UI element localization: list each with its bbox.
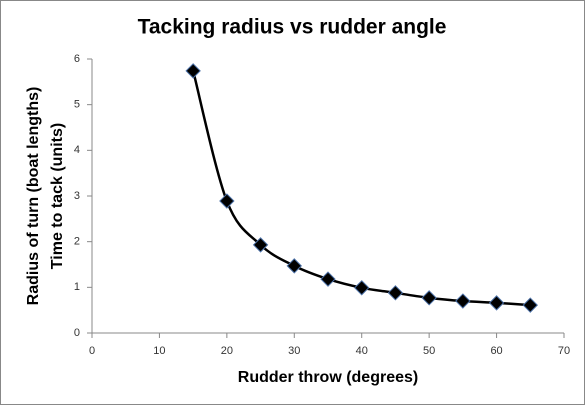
- y-tick-label: 1: [74, 281, 80, 293]
- data-point: [252, 237, 269, 253]
- data-point: [219, 193, 235, 209]
- data-point: [522, 297, 538, 313]
- y-tick-label: 4: [74, 144, 80, 156]
- data-point: [185, 63, 201, 79]
- data-point: [455, 293, 471, 309]
- y-tick-label: 3: [74, 190, 80, 202]
- data-point: [286, 258, 302, 274]
- data-point: [320, 271, 336, 287]
- y-tick-label: 2: [74, 236, 80, 248]
- y-tick-label: 6: [74, 53, 80, 65]
- x-tick-label: 20: [221, 345, 233, 357]
- data-point: [488, 295, 505, 311]
- data-point: [354, 280, 370, 296]
- x-tick-label: 70: [558, 345, 570, 357]
- data-point: [421, 290, 437, 306]
- chart-title: Tacking radius vs rudder angle: [138, 16, 447, 39]
- x-tick-label: 10: [153, 345, 165, 357]
- x-tick-label: 40: [356, 345, 368, 357]
- y-tick-label: 0: [74, 327, 80, 339]
- x-tick-label: 60: [490, 345, 502, 357]
- x-tick-label: 0: [89, 345, 95, 357]
- x-tick-label: 50: [423, 345, 435, 357]
- y-tick-label: 5: [74, 99, 80, 111]
- y-axis-label: Radius of turn (boat lengths): [25, 87, 42, 306]
- y-axis-label: Time to tack (units): [49, 123, 66, 269]
- data-point: [387, 285, 404, 301]
- x-axis-label: Rudder throw (degrees): [238, 369, 418, 386]
- x-tick-label: 30: [288, 345, 300, 357]
